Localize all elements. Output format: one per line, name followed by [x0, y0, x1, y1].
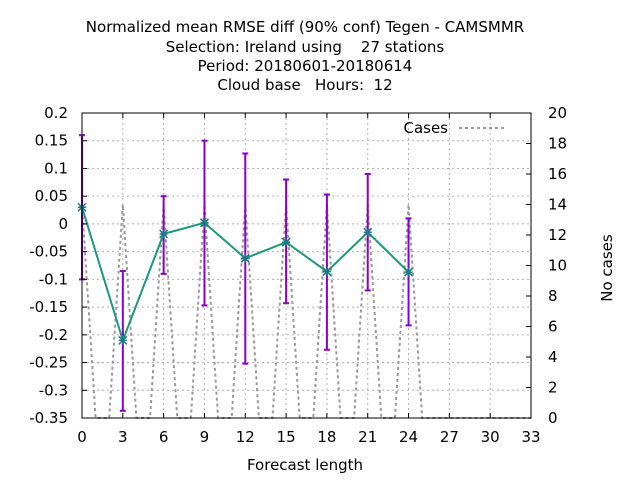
data-point [363, 227, 373, 237]
x-tick-label: 24 [399, 428, 418, 446]
title-line-1: Normalized mean RMSE diff (90% conf) Teg… [86, 18, 524, 36]
y2-tick-label: 18 [548, 135, 567, 153]
y-tick-label: -0.1 [39, 270, 68, 288]
x-tick-label: 18 [317, 428, 336, 446]
chart-title: Normalized mean RMSE diff (90% conf) Teg… [86, 18, 524, 94]
y2-tick-label: 0 [548, 409, 558, 427]
y-tick-label: 0.15 [35, 132, 68, 150]
data-point [118, 335, 128, 345]
x-tick-label: 15 [277, 428, 296, 446]
y2-tick-label: 10 [548, 257, 567, 275]
x-tick-label: 6 [159, 428, 169, 446]
y-tick-label: -0.3 [39, 381, 68, 399]
x-tick-label: 21 [358, 428, 377, 446]
x-tick-label: 27 [440, 428, 459, 446]
y-tick-label: 0.05 [35, 187, 68, 205]
rmse-markers [77, 202, 414, 345]
y2-tick-label: 6 [548, 318, 558, 336]
cases-series [81, 204, 531, 419]
y-tick-label: -0.35 [29, 409, 68, 427]
data-point [281, 237, 291, 247]
y-tick-label: 0 [58, 215, 68, 233]
y-tick-label: -0.05 [29, 243, 68, 261]
title-line-3: Period: 20180601-20180614 [198, 57, 413, 75]
y-axis-ticks: 0.2 0.15 0.1 0.05 0 -0.05 -0.1 -0.15 -0.2 -0.25 -0… [29, 104, 87, 427]
y2-tick-label: 14 [548, 196, 567, 214]
legend-label-cases: Cases [403, 119, 448, 137]
y-tick-label: -0.2 [39, 326, 68, 344]
x-tick-label: 0 [77, 428, 87, 446]
y-tick-label: 0.1 [44, 159, 68, 177]
x-tick-label: 33 [521, 428, 540, 446]
y-tick-label: 0.2 [44, 104, 68, 122]
y2-tick-label: 8 [548, 287, 558, 305]
grid [81, 112, 532, 419]
y2-tick-label: 16 [548, 165, 567, 183]
x-tick-label: 3 [118, 428, 128, 446]
x-tick-label: 9 [200, 428, 210, 446]
plot-frame [81, 112, 532, 419]
data-point [199, 218, 209, 228]
x-tick-label: 30 [481, 428, 500, 446]
y-tick-label: -0.25 [29, 354, 68, 372]
title-line-2: Selection: Ireland using 27 stations [166, 38, 445, 56]
y2-axis-label: No cases [598, 234, 616, 302]
x-axis-ticks: 0 3 6 9 12 15 18 21 24 27 30 33 [77, 113, 541, 446]
data-point [159, 229, 169, 239]
legend: Cases [403, 119, 506, 137]
y2-tick-label: 2 [548, 379, 558, 397]
data-point [240, 253, 250, 263]
cases-line [81, 204, 531, 419]
y2-tick-label: 4 [548, 348, 558, 366]
data-point [322, 267, 332, 277]
x-axis-label: Forecast length [247, 456, 363, 474]
title-line-4: Cloud base Hours: 12 [217, 76, 392, 94]
y2-tick-label: 12 [548, 226, 567, 244]
data-point [404, 267, 414, 277]
y-tick-label: -0.15 [29, 298, 68, 316]
x-tick-label: 12 [236, 428, 255, 446]
y2-tick-label: 20 [548, 104, 567, 122]
